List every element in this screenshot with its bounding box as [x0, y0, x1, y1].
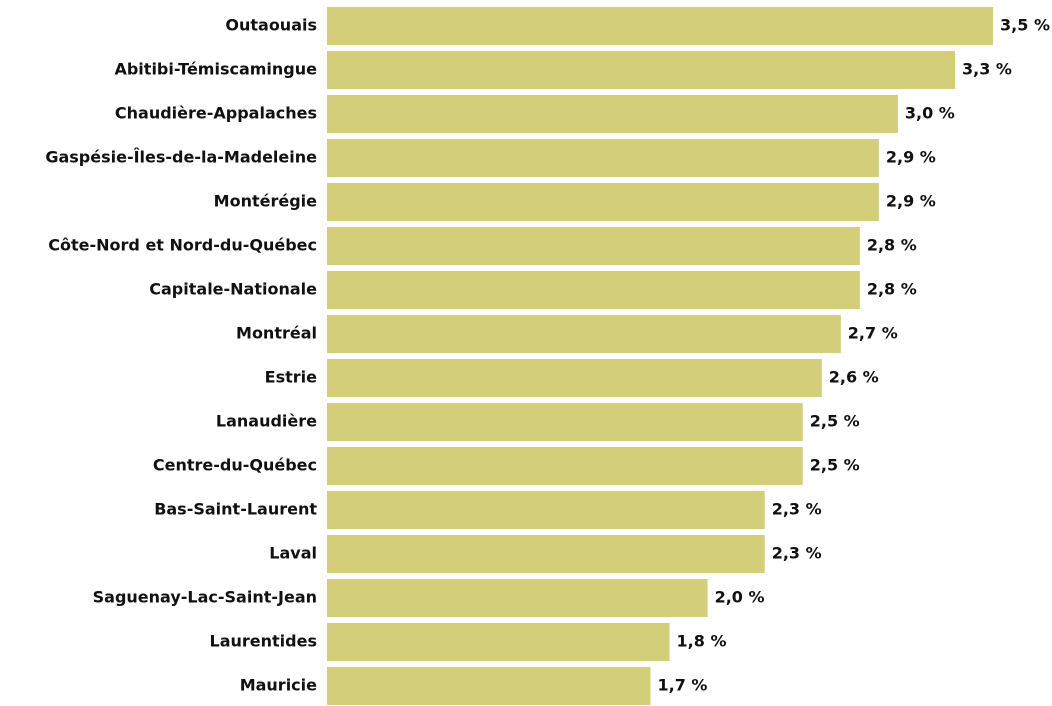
value-label: 3,3 %: [962, 60, 1012, 79]
value-label: 3,0 %: [905, 104, 955, 123]
bar: [327, 95, 898, 133]
bar: [327, 447, 803, 485]
value-label: 2,8 %: [867, 280, 917, 299]
bar: [327, 623, 670, 661]
value-label: 3,5 %: [1000, 16, 1050, 35]
value-label: 2,8 %: [867, 236, 917, 255]
category-label: Laval: [269, 544, 317, 563]
bar: [327, 51, 955, 89]
bar: [327, 7, 994, 45]
bar: [327, 579, 708, 617]
category-label: Bas-Saint-Laurent: [154, 500, 317, 519]
bar: [327, 359, 822, 397]
bar: [327, 535, 765, 573]
category-label: Saguenay-Lac-Saint-Jean: [93, 588, 317, 607]
bar: [327, 271, 860, 309]
category-label: Estrie: [265, 368, 317, 387]
category-label: Montréal: [236, 324, 317, 343]
category-label: Côte-Nord et Nord-du-Québec: [48, 236, 317, 255]
category-label: Laurentides: [210, 632, 317, 651]
value-label: 2,7 %: [848, 324, 898, 343]
value-label: 2,9 %: [886, 192, 936, 211]
value-label: 2,5 %: [810, 412, 860, 431]
value-label: 2,5 %: [810, 456, 860, 475]
value-label: 2,3 %: [772, 544, 822, 563]
category-label: Capitale-Nationale: [149, 280, 317, 299]
category-label: Mauricie: [240, 676, 317, 695]
value-label: 2,9 %: [886, 148, 936, 167]
bar: [327, 491, 765, 529]
bar: [327, 403, 803, 441]
category-label: Gaspésie-Îles-de-la-Madeleine: [45, 148, 317, 167]
category-label: Abitibi-Témiscamingue: [114, 60, 317, 79]
bar: [327, 667, 651, 705]
value-label: 1,8 %: [677, 632, 727, 651]
category-label: Montérégie: [214, 192, 317, 211]
value-label: 1,7 %: [658, 676, 708, 695]
category-label: Outaouais: [225, 16, 317, 35]
bar: [327, 139, 879, 177]
category-label: Chaudière-Appalaches: [115, 104, 317, 123]
category-label: Centre-du-Québec: [153, 456, 317, 475]
bar: [327, 183, 879, 221]
category-label: Lanaudière: [216, 412, 317, 431]
bar: [327, 315, 841, 353]
value-label: 2,0 %: [715, 588, 765, 607]
value-label: 2,6 %: [829, 368, 879, 387]
value-label: 2,3 %: [772, 500, 822, 519]
bar: [327, 227, 860, 265]
